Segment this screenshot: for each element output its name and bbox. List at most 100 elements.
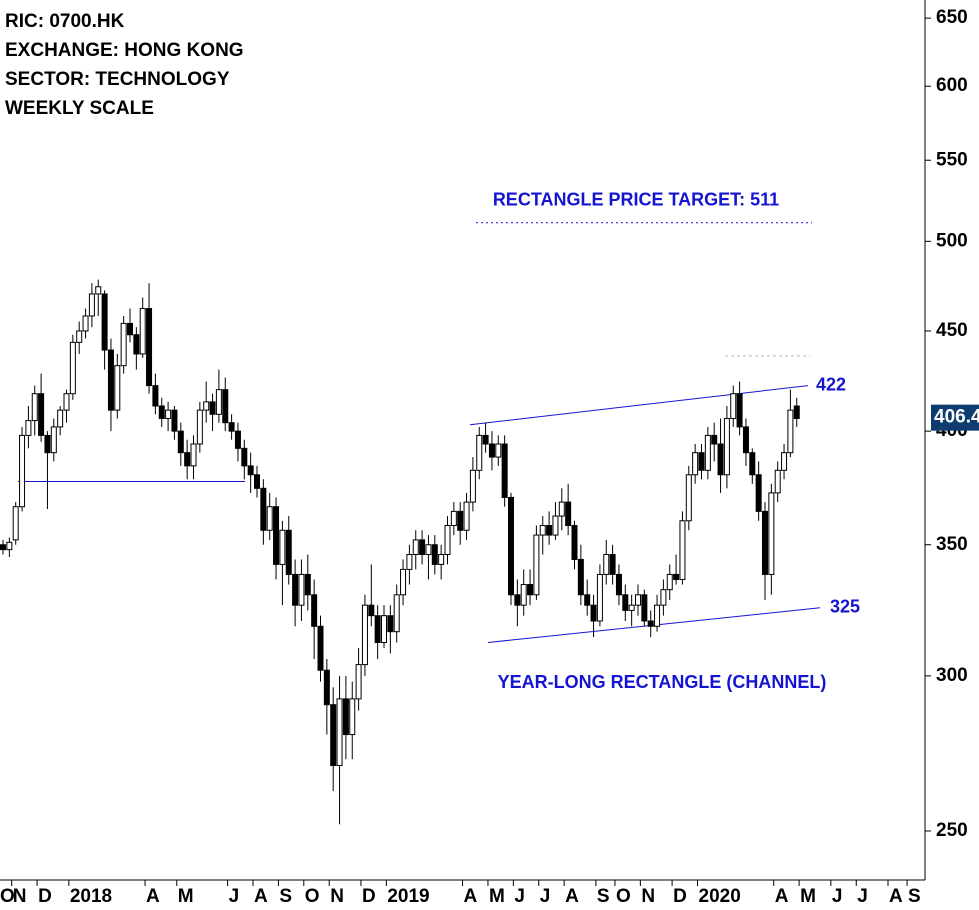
candle-body (438, 554, 445, 565)
candle-body (260, 487, 267, 531)
candle-body (755, 474, 762, 512)
candle-body (336, 698, 343, 767)
x-tick-label: 2018 (70, 886, 112, 907)
x-tick-label: J (229, 886, 240, 907)
candle-body (647, 620, 654, 627)
y-tick-label: 550 (936, 149, 968, 170)
candle-body (412, 539, 419, 556)
candle-body (387, 615, 394, 633)
candle-body (679, 520, 686, 580)
x-tick-label: N (641, 886, 655, 907)
candle-body (406, 554, 413, 570)
candle-body (38, 393, 45, 436)
candle-body (590, 604, 597, 622)
candle-body (482, 434, 489, 445)
candle-body (666, 573, 673, 591)
candle-body (609, 554, 616, 575)
candle-body (488, 443, 495, 458)
candle-body (44, 434, 51, 454)
candle-body (762, 510, 768, 575)
candle-body (546, 525, 553, 536)
candle-body (781, 452, 788, 471)
candle-body (692, 452, 699, 476)
x-tick-label: O (0, 886, 15, 907)
candle-body (736, 393, 743, 428)
candle-body (184, 452, 191, 467)
candle-body (107, 349, 114, 411)
candle-body (190, 443, 197, 467)
candle-body (323, 669, 330, 706)
x-tick-label: A (146, 886, 160, 907)
candle-body (330, 704, 337, 767)
candle-body (57, 409, 64, 428)
candle-body (254, 474, 260, 489)
candle-body (298, 573, 305, 606)
header-line: WEEKLY SCALE (5, 98, 154, 119)
candle-body (698, 452, 705, 471)
candle-body (234, 430, 241, 449)
x-tick-label: 2020 (699, 886, 741, 907)
candle-body (742, 426, 749, 454)
x-tick-label: S (908, 886, 921, 907)
candle-body (685, 474, 692, 522)
candle-body (381, 615, 387, 644)
candle-body (311, 594, 318, 627)
candle-body (400, 568, 407, 596)
candle-body (6, 541, 13, 551)
candle-body (622, 594, 629, 611)
y-tick-label: 450 (936, 320, 968, 341)
candle-body (635, 594, 641, 606)
candle-body (501, 443, 508, 498)
candle-body (304, 573, 311, 596)
candle-body (584, 594, 591, 606)
x-tick-label: S (279, 886, 292, 907)
candle-body (571, 525, 578, 560)
candle-body (704, 434, 711, 471)
candle-body (127, 322, 133, 336)
x-tick-label: D (38, 886, 52, 907)
channel-lower (487, 607, 821, 644)
candle-body (95, 286, 102, 295)
candle-body (596, 573, 603, 622)
candle-body (520, 584, 527, 606)
candle-body (552, 515, 559, 536)
candle-body (158, 405, 165, 419)
candle-body (266, 506, 273, 531)
candle-body (50, 426, 57, 454)
candle-body (361, 604, 368, 666)
candle-body (577, 558, 584, 596)
candle-body (476, 434, 483, 471)
x-tick-label: O (305, 886, 320, 907)
candle-body (673, 573, 680, 580)
candle-body (120, 322, 127, 367)
x-tick-label: N (13, 886, 27, 907)
x-tick-label: A (775, 886, 789, 907)
candle-body (292, 573, 299, 606)
candle-body (101, 293, 108, 351)
candle-body (425, 544, 432, 556)
candle-body (196, 409, 203, 445)
candle-body (247, 465, 254, 476)
x-tick-label: A (254, 886, 268, 907)
candle-body (146, 308, 153, 387)
x-tick-label: J (832, 886, 843, 907)
x-tick-label: J (514, 886, 525, 907)
candle-body (457, 510, 464, 531)
candle-body (215, 389, 222, 415)
candle-body (342, 698, 349, 736)
candle-body (25, 420, 32, 436)
channel-upper (469, 385, 809, 426)
candle-body (565, 501, 572, 527)
y-tick-label: 300 (936, 665, 968, 686)
y-tick-label: 250 (936, 820, 968, 841)
candle-body (69, 341, 76, 395)
candle-body (133, 334, 140, 355)
candle-body (444, 525, 451, 556)
x-tick-label: D (362, 886, 376, 907)
candle-body (241, 447, 248, 467)
candle-body (63, 393, 70, 411)
candle-body (641, 594, 648, 622)
candle-body (558, 501, 565, 517)
candle-body (615, 573, 622, 596)
